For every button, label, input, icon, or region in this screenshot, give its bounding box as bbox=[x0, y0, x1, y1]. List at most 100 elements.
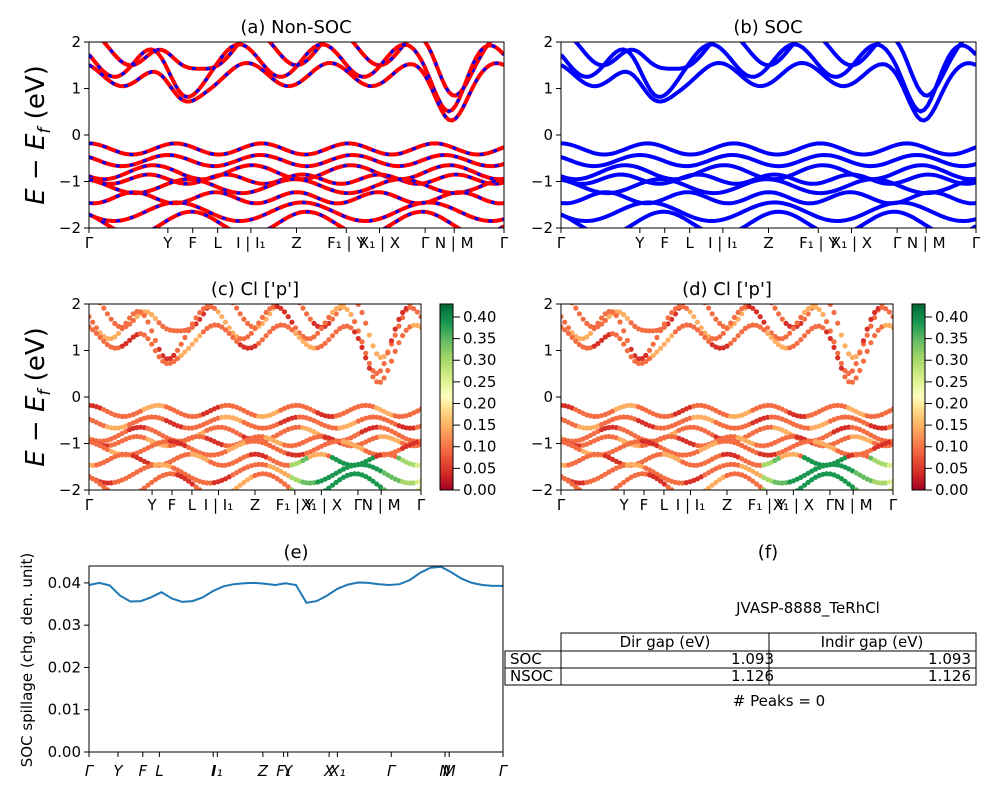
projected-point bbox=[864, 332, 870, 338]
projected-point bbox=[326, 314, 332, 320]
projected-point bbox=[890, 478, 893, 484]
panel-b-xtick-label: Γ bbox=[557, 234, 566, 252]
band-line-2 bbox=[561, 60, 976, 123]
projected-point bbox=[809, 477, 815, 483]
projected-point bbox=[326, 337, 332, 343]
projected-point bbox=[624, 477, 631, 483]
panel-d-xtick-label: I | I₁ bbox=[676, 496, 705, 514]
projected-point bbox=[558, 292, 563, 297]
panel-e-xtick-label: N bbox=[439, 762, 450, 780]
panel-a-xtick-label: Γ bbox=[85, 234, 94, 252]
panel-b-ytick-label: 2 bbox=[543, 33, 553, 51]
projected-point bbox=[846, 481, 852, 487]
panel-b-xtick-label: I | I₁ bbox=[708, 234, 737, 252]
projected-point bbox=[883, 296, 888, 301]
projected-point bbox=[853, 375, 859, 381]
projected-point bbox=[757, 314, 763, 320]
projected-point bbox=[411, 306, 417, 312]
projected-point bbox=[606, 314, 612, 320]
projected-point bbox=[414, 462, 420, 468]
panel-d-projected-bands bbox=[558, 292, 893, 498]
projected-point bbox=[798, 314, 804, 320]
table-cell-value: 1.093 bbox=[928, 650, 971, 668]
projected-point bbox=[374, 424, 380, 430]
projected-point bbox=[127, 337, 133, 343]
projected-point bbox=[849, 379, 856, 385]
panel-e-xtick-label: X bbox=[323, 762, 335, 780]
panel-e-spillage bbox=[88, 565, 503, 604]
panel-c-ytick-label: 1 bbox=[71, 342, 81, 360]
projected-point bbox=[130, 311, 136, 317]
projected-point bbox=[418, 324, 421, 330]
band-line-dash-4 bbox=[89, 153, 504, 168]
projected-point bbox=[717, 477, 723, 483]
projected-point bbox=[374, 370, 380, 376]
projected-point bbox=[174, 347, 181, 353]
projected-point bbox=[853, 361, 859, 367]
panel-c-xtick-label: X₁ | X bbox=[301, 496, 342, 514]
projected-point bbox=[304, 480, 310, 486]
panel-a-ytick-label: 2 bbox=[71, 33, 81, 51]
projected-point bbox=[765, 402, 771, 408]
panel-e-ytick-label: 0.00 bbox=[48, 743, 81, 761]
projected-point bbox=[599, 337, 605, 343]
projected-point bbox=[370, 374, 376, 380]
projected-point bbox=[591, 326, 597, 332]
projected-point bbox=[883, 491, 888, 496]
projected-point bbox=[90, 293, 95, 298]
table-cell-value: 1.126 bbox=[731, 667, 774, 685]
projected-point bbox=[680, 452, 686, 458]
projected-point bbox=[222, 402, 229, 408]
projected-point bbox=[658, 425, 664, 431]
panel-c-ytick-label: 0 bbox=[71, 388, 81, 406]
projected-point bbox=[252, 325, 258, 332]
colorbar-tick-label: 0.40 bbox=[935, 308, 968, 326]
panel-e-xtick-label: Z bbox=[257, 762, 269, 780]
projected-point bbox=[849, 484, 856, 490]
colorbar-tick-label: 0.10 bbox=[935, 438, 968, 456]
projected-point bbox=[163, 438, 170, 444]
projected-point bbox=[104, 480, 110, 486]
band-line-8 bbox=[561, 190, 976, 206]
projected-point bbox=[396, 323, 402, 329]
panel-c-xtick-label: Z bbox=[250, 496, 260, 514]
panel-d-ytick-label: −1 bbox=[531, 435, 553, 453]
projected-point bbox=[709, 311, 715, 317]
band-line-6 bbox=[561, 172, 976, 186]
projected-point bbox=[222, 414, 229, 420]
projected-point bbox=[93, 330, 99, 336]
projected-point bbox=[603, 493, 608, 498]
projected-point bbox=[363, 355, 369, 361]
projected-point bbox=[248, 330, 254, 336]
panel-c-projected-bands bbox=[89, 293, 421, 490]
projected-point bbox=[381, 487, 387, 490]
projected-point bbox=[418, 462, 421, 468]
projected-point bbox=[392, 326, 398, 332]
projected-point bbox=[757, 443, 763, 449]
projected-point bbox=[90, 327, 96, 333]
projected-point bbox=[90, 476, 96, 482]
projected-point bbox=[160, 323, 166, 329]
projected-point bbox=[584, 492, 589, 497]
panel-b-xtick-label: F bbox=[660, 234, 669, 252]
projected-point bbox=[790, 325, 797, 332]
projected-point bbox=[289, 487, 295, 490]
projected-point bbox=[156, 354, 162, 360]
projected-point bbox=[772, 305, 778, 311]
projected-point bbox=[624, 337, 631, 344]
projected-point bbox=[256, 320, 262, 326]
projected-point bbox=[890, 324, 893, 330]
projected-point bbox=[757, 484, 763, 490]
projected-point bbox=[717, 334, 723, 340]
projected-point bbox=[318, 325, 324, 332]
projected-point bbox=[311, 345, 317, 351]
projected-point bbox=[624, 315, 631, 322]
projected-point bbox=[189, 341, 195, 347]
projected-point bbox=[621, 341, 627, 347]
projected-point bbox=[123, 341, 129, 347]
projected-point bbox=[400, 309, 406, 316]
projected-point bbox=[842, 414, 848, 420]
projected-point bbox=[112, 334, 118, 340]
projected-point bbox=[831, 339, 837, 345]
projected-point bbox=[396, 340, 402, 346]
